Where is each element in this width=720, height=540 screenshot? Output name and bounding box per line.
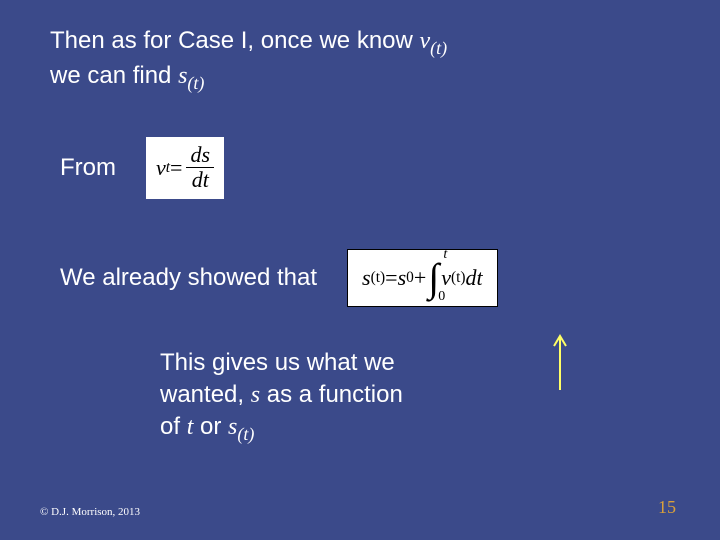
concl-st-sub: (t) (237, 424, 254, 444)
conclusion-text: This gives us what we wanted, s as a fun… (50, 347, 470, 447)
int-lhs-s: s (362, 265, 371, 291)
showed-label: We already showed that (60, 264, 317, 292)
intro-var-v: v (420, 28, 431, 54)
integrand-v: v (441, 265, 451, 291)
from-label: From (60, 154, 116, 182)
intro-prefix: Then as for Case I, once we know (50, 27, 420, 54)
from-row: From vt = ds dt (50, 137, 670, 198)
intro-text: Then as for Case I, once we know v(t) we… (50, 25, 670, 95)
intro-var-s-sub: (t) (187, 73, 204, 93)
position-integral-equation: s(t) = s0 + ∫ t 0 v(t) dt (347, 249, 498, 307)
eq-lhs-v: v (156, 155, 166, 181)
eq-equals: = (170, 155, 182, 181)
up-arrow-icon (550, 332, 570, 392)
int-plus: + (414, 265, 426, 291)
concl-l3a: of (160, 413, 187, 440)
concl-l3b: or (193, 413, 228, 440)
int-dt: dt (466, 265, 483, 291)
int-s0-sub: 0 (406, 269, 414, 287)
concl-st: s (228, 414, 237, 440)
velocity-definition-equation: vt = ds dt (146, 137, 224, 198)
integrand-sub: (t) (451, 269, 466, 287)
intro-mid: we can find (50, 62, 178, 89)
concl-l2a: wanted, (160, 381, 251, 408)
frac-num: ds (186, 143, 214, 168)
showed-row: We already showed that s(t) = s0 + ∫ t 0… (50, 249, 670, 307)
frac-den: dt (188, 168, 213, 192)
int-lower: 0 (438, 290, 445, 304)
concl-l1: This gives us what we (160, 349, 395, 376)
copyright-text: © D.J. Morrison, 2013 (40, 506, 140, 518)
int-lhs-sub: (t) (371, 269, 386, 287)
concl-s: s (251, 382, 260, 408)
int-upper: t (443, 248, 447, 262)
int-eq: = (385, 265, 397, 291)
eq-fraction: ds dt (186, 143, 214, 192)
integral-sign: ∫ t 0 (428, 258, 439, 298)
concl-l2b: as a function (260, 381, 403, 408)
intro-var-v-sub: (t) (430, 38, 447, 58)
int-s0: s (398, 265, 407, 291)
page-number: 15 (658, 497, 676, 518)
